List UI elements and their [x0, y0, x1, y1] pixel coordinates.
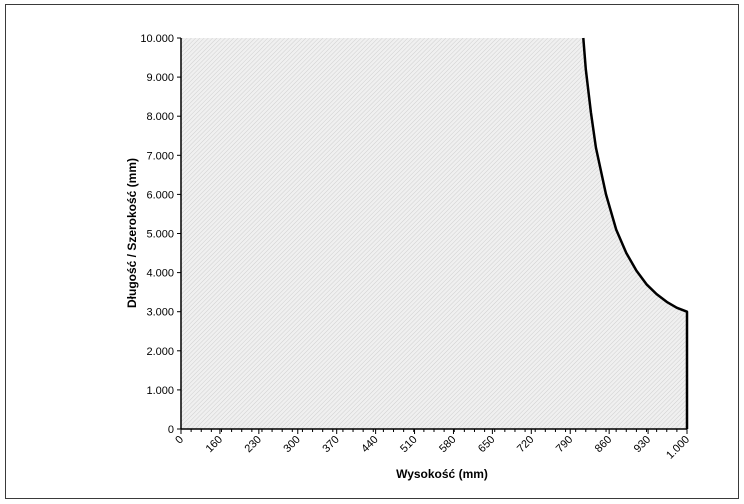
y-axis-title: Długość / Szerokość (mm)	[125, 158, 139, 308]
x-tick-label: 790	[554, 434, 575, 455]
x-axis-title: Wysokość (mm)	[396, 467, 488, 481]
x-tick-label: 650	[476, 434, 497, 455]
y-tick-label: 4.000	[146, 268, 174, 280]
y-tick-label: 8.000	[146, 111, 174, 123]
x-tick-label: 580	[437, 434, 458, 455]
x-tick-label: 1.000	[664, 434, 692, 462]
x-tick-label: 440	[359, 434, 380, 455]
x-tick-label: 370	[320, 434, 341, 455]
x-tick-label: 230	[243, 434, 264, 455]
y-tick-label: 9.000	[146, 72, 174, 84]
y-tick-label: 3.000	[146, 307, 174, 319]
y-tick-label: 0	[168, 424, 174, 436]
x-tick-label: 300	[281, 434, 302, 455]
y-tick-label: 7.000	[146, 150, 174, 162]
y-tick-label: 5.000	[146, 229, 174, 241]
y-tick-label: 6.000	[146, 189, 174, 201]
y-tick-label: 2.000	[146, 346, 174, 358]
feasible-area	[181, 38, 687, 429]
x-tick-label: 0	[173, 434, 186, 447]
x-tick-label: 160	[204, 434, 225, 455]
y-tick-label: 1.000	[146, 385, 174, 397]
x-tick-label: 930	[632, 434, 653, 455]
x-tick-label: 510	[398, 434, 419, 455]
boundary-line	[582, 37, 689, 429]
y-tick-label: 10.000	[140, 33, 174, 45]
x-tick-label: 720	[515, 434, 536, 455]
x-tick-label: 860	[593, 434, 614, 455]
